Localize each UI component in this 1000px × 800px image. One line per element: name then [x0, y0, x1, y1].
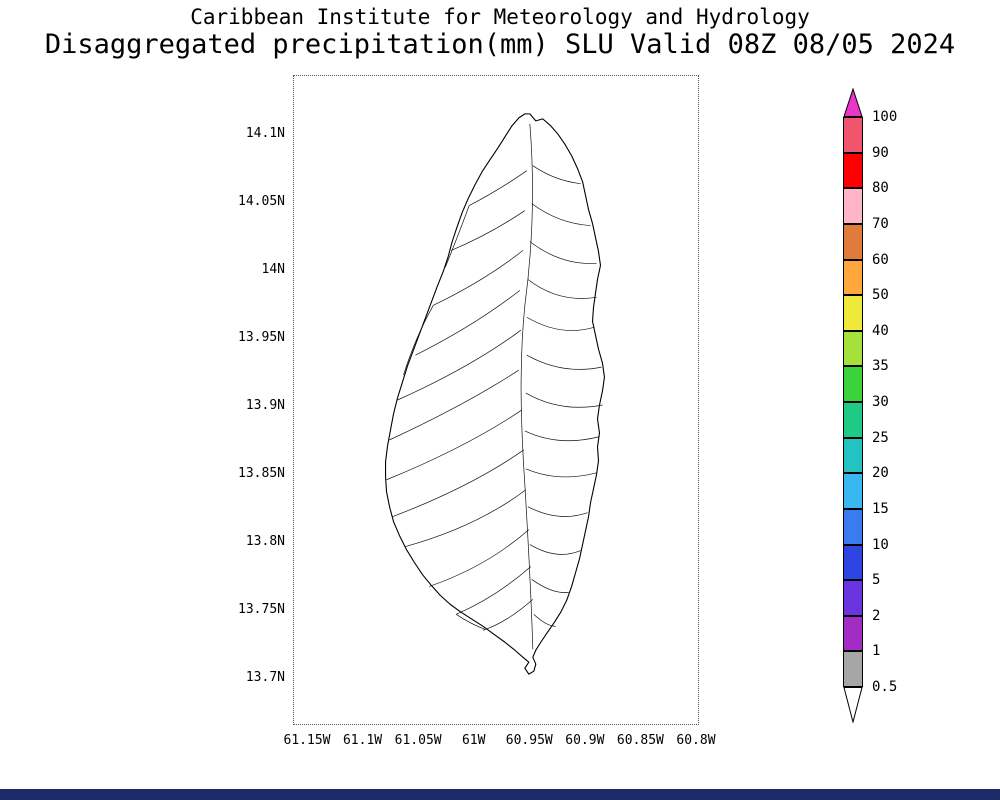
page-title-product: Disaggregated precipitation(mm) SLU Vali… [44, 29, 956, 60]
watershed-boundaries [386, 123, 603, 650]
colorbar-bottom-arrow [843, 687, 863, 723]
legend-color-segment [843, 544, 863, 581]
saint-lucia-map [384, 113, 606, 675]
map-plot-area [293, 75, 699, 725]
legend-boundary-label: 10 [872, 536, 889, 553]
colorbar-top-arrow [843, 88, 863, 117]
legend-color-segment [843, 295, 863, 331]
colorbar-segments [843, 117, 863, 687]
legend-color-segment [843, 402, 863, 438]
y-axis-label: 13.85N [238, 466, 285, 481]
y-axis-label: 13.8N [245, 534, 285, 549]
legend-boundary-label: 15 [872, 500, 889, 517]
x-axis-label: 61.1W [342, 733, 383, 748]
y-axis-label: 13.75N [238, 602, 285, 617]
precip-colorbar [843, 88, 863, 723]
legend-color-segment [843, 330, 863, 367]
x-axis-label: 61.05W [394, 733, 442, 748]
legend-color-segment [843, 366, 863, 402]
x-axis-label: 60.8W [676, 733, 716, 748]
page-title-institute: Caribbean Institute for Meteorology and … [190, 5, 810, 29]
legend-boundary-label: 25 [872, 429, 889, 446]
y-axis-label: 13.9N [245, 398, 285, 413]
legend-boundary-label: 90 [872, 144, 889, 161]
legend-color-segment [843, 473, 863, 509]
y-axis-label: 13.95N [238, 330, 285, 345]
y-axis-label: 14.05N [238, 194, 285, 209]
legend-boundary-label: 60 [872, 251, 889, 268]
legend-color-segment [843, 580, 863, 616]
y-axis-label: 13.7N [245, 670, 285, 685]
x-axis-label: 61W [461, 733, 486, 748]
legend-boundary-label: 40 [872, 322, 889, 339]
legend-color-segment [843, 615, 863, 652]
legend-boundary-label: 80 [872, 180, 889, 197]
legend-boundary-label: 30 [872, 394, 889, 410]
legend-color-segment [843, 117, 863, 153]
legend-boundary-label: 0.5 [872, 679, 898, 695]
legend-color-segment [843, 223, 863, 260]
coastline [384, 113, 606, 675]
legend-color-segment [843, 188, 863, 224]
legend-boundary-label: 100 [872, 109, 898, 125]
x-axis-label: 60.9W [565, 733, 605, 748]
legend-color-segment [843, 152, 863, 189]
legend-boundary-label: 35 [872, 358, 889, 375]
legend-color-segment [843, 259, 863, 296]
legend-boundary-label: 1 [872, 643, 881, 660]
x-axis-label: 61.15W [283, 733, 331, 748]
x-axis-label: 60.95W [505, 733, 553, 748]
y-axis-label: 14.1N [245, 126, 285, 141]
legend-boundary-label: 5 [872, 572, 881, 589]
legend-color-segment [843, 651, 863, 687]
legend-boundary-label: 50 [872, 287, 889, 304]
bottom-bar [0, 789, 1000, 800]
legend-boundary-label: 20 [872, 465, 889, 482]
legend-boundary-label: 2 [872, 607, 881, 624]
y-axis-label: 14N [261, 262, 285, 277]
x-axis-label: 60.85W [616, 733, 664, 748]
legend-color-segment [843, 508, 863, 545]
legend-boundary-label: 70 [872, 215, 889, 232]
legend-color-segment [843, 437, 863, 474]
